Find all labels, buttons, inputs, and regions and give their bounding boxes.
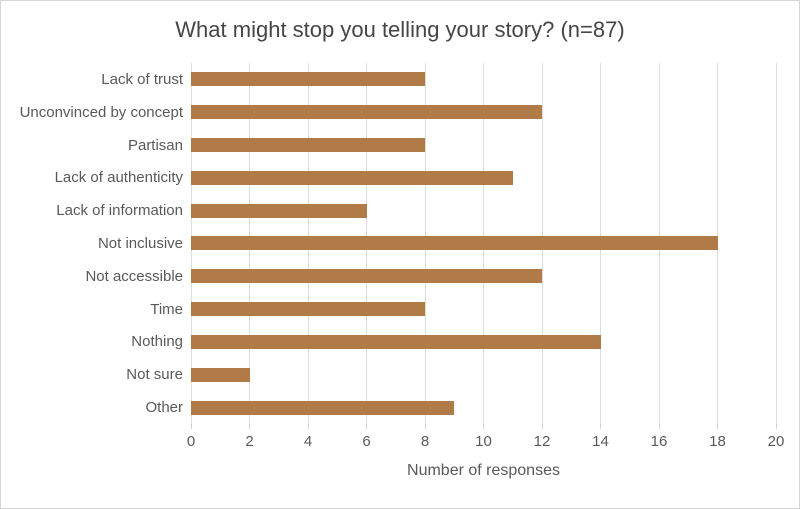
category-label: Nothing bbox=[131, 333, 183, 351]
x-tick-label: 16 bbox=[650, 433, 668, 450]
x-tick-label: 6 bbox=[362, 433, 371, 450]
category-label: Lack of trust bbox=[101, 70, 183, 88]
gridline bbox=[775, 63, 777, 424]
category-label: Time bbox=[150, 300, 183, 318]
x-tick-mark bbox=[424, 424, 426, 429]
bar-not-inclusive bbox=[191, 236, 718, 251]
bar-row bbox=[191, 129, 776, 162]
x-tick-mark bbox=[775, 424, 777, 429]
bar-lack-of-trust bbox=[191, 72, 425, 87]
x-tick-label: 0 bbox=[186, 433, 196, 450]
category-label: Not accessible bbox=[85, 267, 183, 285]
x-tick-label: 2 bbox=[245, 433, 254, 450]
x-tick-label: 10 bbox=[475, 433, 492, 450]
x-tick-label: 12 bbox=[533, 433, 551, 450]
bar-row bbox=[191, 358, 776, 391]
category-label: Not sure bbox=[126, 366, 183, 384]
category-label: Unconvinced by concept bbox=[19, 103, 183, 121]
bar-time bbox=[191, 302, 425, 317]
x-axis-title: Number of responses bbox=[407, 462, 560, 479]
x-tick-mark bbox=[717, 424, 718, 429]
bar-row bbox=[191, 194, 776, 227]
bar-lack-of-authenticity bbox=[191, 170, 513, 185]
x-tick-label: 20 bbox=[767, 433, 785, 450]
x-tick-mark bbox=[541, 424, 543, 429]
x-tick-label: 18 bbox=[709, 433, 726, 450]
bar-not-sure bbox=[191, 367, 250, 382]
x-tick-mark bbox=[190, 424, 192, 429]
chart-title: What might stop you telling your story? … bbox=[175, 17, 625, 42]
bar-row bbox=[191, 161, 776, 194]
category-label: Other bbox=[145, 399, 183, 417]
gridline bbox=[717, 63, 718, 424]
category-label: Lack of information bbox=[56, 202, 183, 220]
bar-other bbox=[191, 400, 455, 415]
bar-row bbox=[191, 227, 776, 260]
bar-row bbox=[191, 326, 776, 359]
x-tick-label: 4 bbox=[303, 433, 313, 450]
bar-row bbox=[191, 96, 776, 129]
bar-lack-of-information bbox=[191, 203, 367, 218]
x-tick-mark bbox=[658, 424, 660, 429]
bar-nothing bbox=[191, 334, 601, 349]
x-tick-label: 8 bbox=[420, 433, 430, 450]
bar-row bbox=[191, 391, 776, 424]
x-tick-mark bbox=[600, 424, 601, 429]
category-label: Partisan bbox=[127, 136, 183, 154]
bar-row bbox=[191, 293, 776, 326]
x-tick-mark bbox=[366, 424, 367, 429]
x-tick-label: 14 bbox=[592, 433, 609, 450]
bar-row bbox=[191, 63, 776, 96]
bar-not-accessible bbox=[191, 269, 542, 284]
x-tick-mark bbox=[483, 424, 484, 429]
x-tick-mark bbox=[249, 424, 250, 429]
x-tick-mark bbox=[307, 424, 309, 429]
x-axis-ticks: 0 2 4 6 8 10 12 14 16 18 20 bbox=[187, 424, 784, 454]
bar-partisan bbox=[191, 138, 425, 153]
bar-unconvinced-by-concept bbox=[191, 105, 542, 120]
y-axis-category-labels: Lack of trust Unconvinced by concept Parti… bbox=[1, 63, 183, 424]
category-label: Not inclusive bbox=[97, 234, 183, 252]
category-label: Lack of authenticity bbox=[54, 169, 183, 187]
plot-area bbox=[190, 63, 777, 424]
bar-row bbox=[191, 260, 776, 293]
